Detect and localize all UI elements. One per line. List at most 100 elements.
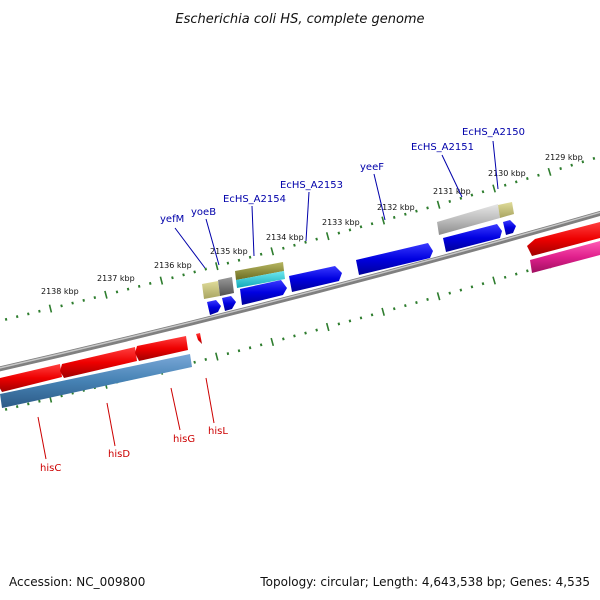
gene-label-EcHS_A2153[interactable]: EcHS_A2153: [280, 180, 343, 191]
kbp-label: 2130 kbp: [488, 169, 526, 178]
outer-label-pointers: [174, 140, 499, 269]
minor-tick: [503, 183, 507, 187]
gene-yeeF[interactable]: [356, 243, 433, 275]
gene-cyan[interactable]: [236, 271, 285, 288]
gene-arrow[interactable]: [527, 222, 600, 256]
minor-tick: [404, 212, 407, 216]
genome-backbone-highlight: [0, 211, 600, 369]
minor-tick: [226, 352, 230, 356]
minor-tick: [148, 281, 152, 285]
gene-EcHS_A2150[interactable]: [498, 202, 514, 218]
gene-hisG[interactable]: [135, 336, 188, 361]
major-tick: [381, 216, 386, 225]
gene-arrow[interactable]: [207, 300, 221, 315]
kbp-label: 2134 kbp: [266, 233, 304, 242]
minor-tick: [337, 322, 341, 326]
gene-pink[interactable]: [530, 241, 600, 273]
gene-arrow[interactable]: [222, 296, 236, 311]
minor-tick: [82, 298, 85, 302]
gene-label-yoeB[interactable]: yoeB: [191, 207, 216, 218]
minor-tick: [27, 402, 30, 406]
major-tick: [547, 167, 552, 176]
minor-tick: [71, 301, 74, 305]
major-tick: [215, 352, 219, 361]
minor-tick: [470, 285, 474, 289]
gene-EcHS_A2153[interactable]: [289, 266, 342, 292]
minor-tick: [193, 270, 196, 274]
kbp-label: 2135 kbp: [210, 247, 248, 256]
minor-tick: [348, 228, 352, 232]
minor-tick: [115, 290, 119, 294]
minor-tick: [237, 258, 241, 262]
gene-label-EcHS_A2150[interactable]: EcHS_A2150: [462, 127, 525, 138]
operon-his[interactable]: [0, 354, 192, 408]
minor-tick: [448, 199, 452, 203]
gene-EcHS_A2154[interactable]: [240, 280, 287, 305]
gene-hisL[interactable]: [196, 333, 202, 344]
kbp-label: 2133 kbp: [322, 218, 360, 227]
kbp-label: 2129 kbp: [545, 153, 583, 162]
minor-tick: [126, 287, 130, 291]
minor-tick: [38, 399, 41, 403]
kbp-label: 2132 kbp: [377, 203, 415, 212]
minor-tick: [359, 225, 363, 229]
kbp-label: 2136 kbp: [154, 261, 192, 270]
gene-hisD[interactable]: [60, 347, 137, 378]
minor-tick: [359, 316, 363, 320]
genome-summary-text: Topology: circular; Length: 4,643,538 bp…: [259, 575, 590, 589]
gene-label-hisD[interactable]: hisD: [108, 449, 130, 460]
minor-tick: [204, 267, 208, 271]
minor-tick: [592, 156, 596, 161]
kbp-label: 2137 kbp: [97, 274, 135, 283]
minor-tick: [193, 360, 196, 364]
minor-tick: [315, 237, 318, 241]
gene-label-hisL[interactable]: hisL: [208, 426, 228, 437]
gene-yefM[interactable]: [202, 281, 220, 299]
minor-tick: [348, 319, 352, 323]
minor-tick: [526, 177, 529, 181]
gene-label-yeeF[interactable]: yeeF: [360, 162, 384, 173]
minor-tick: [415, 301, 418, 305]
minor-tick: [448, 291, 452, 295]
minor-tick: [282, 337, 285, 341]
gene-EcHS_A2151[interactable]: [437, 204, 500, 235]
gene-label-EcHS_A2151[interactable]: EcHS_A2151: [411, 142, 474, 153]
gene-label-hisC[interactable]: hisC: [40, 463, 61, 474]
minor-tick: [426, 206, 429, 210]
major-tick: [159, 276, 164, 285]
gene-label-yefM[interactable]: yefM: [160, 214, 184, 225]
major-tick: [325, 322, 330, 332]
minor-tick: [392, 215, 396, 219]
major-tick: [104, 290, 108, 299]
accession-text: Accession: NC_009800: [9, 575, 145, 589]
gene-hisC[interactable]: [0, 364, 62, 392]
major-tick: [492, 276, 496, 285]
major-tick: [492, 184, 496, 193]
gene-olive[interactable]: [235, 262, 284, 280]
minor-tick: [171, 276, 174, 280]
minor-tick: [503, 275, 507, 279]
gene-label-hisG[interactable]: hisG: [173, 434, 195, 445]
minor-tick: [259, 252, 263, 256]
minor-tick: [481, 282, 485, 286]
inner-gene-labels: hisC hisD hisG hisL: [40, 426, 228, 474]
minor-tick: [315, 328, 318, 332]
minor-tick: [4, 407, 8, 411]
genome-backbone: [0, 210, 600, 372]
kbp-ruler-labels: 2129 kbp 2130 kbp 2131 kbp 2132 kbp 2133…: [41, 153, 583, 296]
minor-tick: [93, 296, 97, 300]
major-tick: [270, 337, 275, 347]
inner-label-pointers: [37, 377, 215, 460]
minor-tick: [15, 405, 19, 409]
minor-tick: [137, 284, 141, 288]
minor-tick: [404, 304, 407, 308]
minor-tick: [182, 273, 185, 277]
minor-tick: [27, 312, 30, 316]
gene-yoeB[interactable]: [218, 277, 234, 296]
gene-label-EcHS_A2154[interactable]: EcHS_A2154: [223, 194, 286, 205]
gene-arrow[interactable]: [443, 224, 502, 252]
gene-arrow[interactable]: [503, 220, 516, 235]
minor-tick: [514, 180, 518, 184]
minor-tick: [304, 331, 307, 335]
